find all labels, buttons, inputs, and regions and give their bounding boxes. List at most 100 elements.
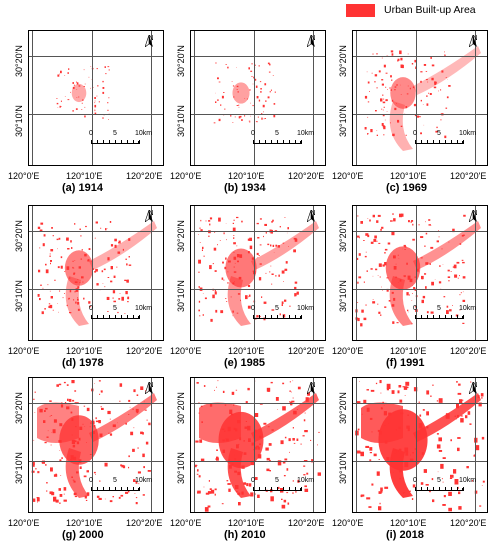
urban-patch <box>425 221 426 223</box>
urban-patch <box>51 227 53 229</box>
urban-patch <box>392 213 394 215</box>
urban-patch <box>199 227 201 229</box>
urban-patch <box>52 309 54 311</box>
map-frame: N 0 5 10km <box>352 30 488 166</box>
urban-patch <box>400 94 402 95</box>
urban-patch <box>456 403 459 409</box>
graticule-latitude-line <box>191 461 325 462</box>
urban-patch <box>90 261 92 262</box>
urban-patch <box>392 321 395 324</box>
scale-bar-tick <box>139 487 140 491</box>
scale-bar-label: 5 <box>437 305 441 312</box>
urban-patch <box>96 68 98 70</box>
urban-patch <box>453 264 457 269</box>
urban-patch <box>268 443 272 446</box>
urban-patch <box>73 267 75 269</box>
scale-bar-tick <box>271 140 272 144</box>
scale-bar-tick <box>301 315 302 319</box>
urban-patch <box>293 237 297 240</box>
urban-patch <box>108 432 110 434</box>
urban-patch <box>420 71 423 73</box>
urban-patch <box>293 442 296 444</box>
urban-patch <box>390 122 391 124</box>
urban-patch <box>83 297 85 300</box>
map-panel: N 0 5 10km 30°20'N 30°10'N 120°0'E 120°10'E 120°… <box>324 374 488 544</box>
urban-patch <box>466 466 469 469</box>
urban-patch <box>411 498 414 500</box>
urban-patch <box>461 234 464 237</box>
urban-patch <box>53 496 57 502</box>
latitude-label: 30°10'N <box>338 280 348 312</box>
map-panel: N 0 5 10km 30°20'N 30°10'N 120°0'E 120°10'E 120°… <box>324 202 488 372</box>
north-arrow: N <box>469 210 481 222</box>
urban-patch <box>234 470 237 473</box>
urban-patch <box>227 483 231 485</box>
urban-patch <box>59 502 61 504</box>
urban-patch <box>205 492 210 495</box>
urban-patch <box>40 222 44 225</box>
urban-patch <box>55 473 57 476</box>
urban-patch <box>248 296 249 298</box>
urban-patch <box>414 114 417 117</box>
scale-bar-tick <box>121 315 122 319</box>
urban-patch <box>264 223 267 226</box>
urban-patch <box>370 129 373 133</box>
north-arrow-label: N <box>472 382 478 389</box>
urban-patch <box>367 133 369 135</box>
urban-patch <box>245 421 247 422</box>
urban-patch <box>86 470 89 473</box>
north-arrow-icon <box>307 35 315 47</box>
urban-patch <box>382 401 384 404</box>
urban-patch <box>232 222 234 224</box>
urban-patch <box>94 100 96 102</box>
urban-patch <box>391 53 394 56</box>
urban-patch <box>396 84 398 86</box>
urban-patch <box>399 213 402 218</box>
scale-bar: 0 5 10km <box>89 477 155 499</box>
urban-patch <box>59 423 63 427</box>
urban-patch <box>423 64 427 66</box>
urban-patch <box>245 295 248 300</box>
graticule-longitude-line <box>151 31 152 165</box>
urban-patch <box>195 440 199 443</box>
latitude-label: 30°10'N <box>14 105 24 137</box>
urban-patch <box>384 248 388 251</box>
urban-patch <box>43 420 46 423</box>
urban-patch <box>112 297 114 299</box>
urban-patch <box>261 296 263 298</box>
urban-patch <box>227 66 229 69</box>
urban-patch <box>380 487 383 492</box>
urban-patch <box>117 311 119 314</box>
urban-patch <box>425 79 428 81</box>
urban-patch <box>420 419 422 421</box>
urban-patch <box>281 270 285 274</box>
urban-patch <box>247 387 250 391</box>
north-arrow-label: N <box>472 210 478 217</box>
urban-patch <box>256 315 259 318</box>
urban-patch <box>58 237 61 240</box>
scale-bar-tick <box>451 487 452 491</box>
urban-patch <box>450 439 452 442</box>
urban-patch <box>249 121 251 123</box>
urban-patch <box>243 440 245 442</box>
urban-patch <box>382 114 385 117</box>
urban-patch <box>269 459 271 462</box>
urban-patch <box>70 91 71 93</box>
urban-patch <box>215 101 217 103</box>
urban-patch <box>404 461 409 468</box>
graticule-longitude-line <box>356 206 357 340</box>
urban-patch <box>383 134 385 136</box>
urban-patch <box>458 491 461 495</box>
urban-patch <box>213 122 216 124</box>
urban-patch <box>250 492 254 497</box>
urban-patch <box>61 457 63 459</box>
urban-patch <box>69 290 72 293</box>
urban-patch <box>469 423 472 425</box>
urban-patch <box>446 96 449 99</box>
graticule-longitude-line <box>194 206 195 340</box>
urban-patch <box>369 447 373 451</box>
urban-patch <box>360 323 363 327</box>
urban-patch <box>118 496 121 499</box>
urban-patch <box>94 97 96 99</box>
urban-patch <box>116 266 118 268</box>
